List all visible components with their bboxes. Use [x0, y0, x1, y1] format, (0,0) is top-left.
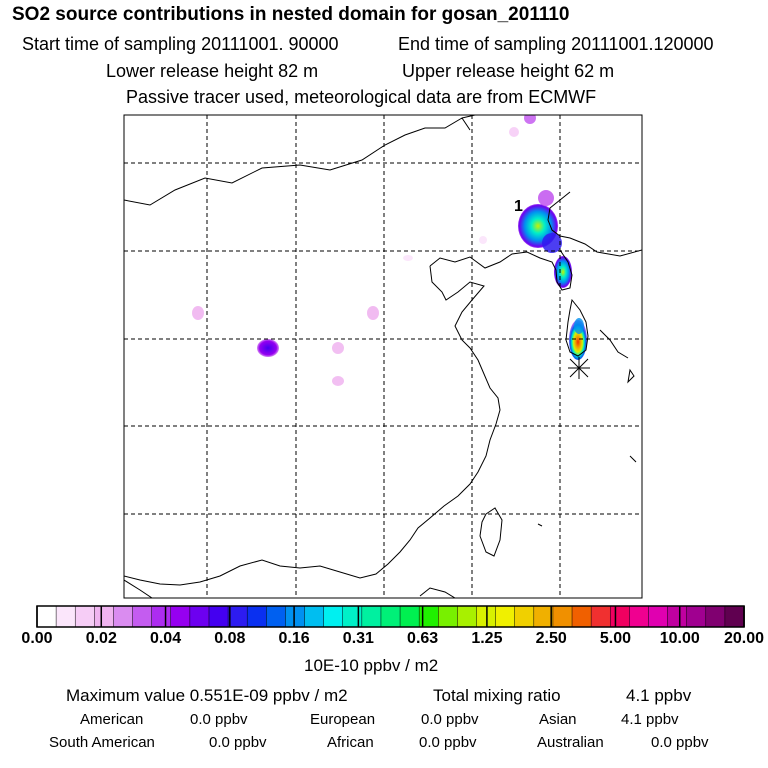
- region-south-american-name: South American: [49, 734, 155, 751]
- colorbar-tick-label: 0.02: [85, 630, 117, 647]
- colorbar-cell: [457, 605, 478, 628]
- colorbar-cell: [705, 605, 726, 628]
- colorbar-cell: [151, 605, 172, 628]
- colorbar-cell: [552, 605, 573, 628]
- colorbar-cell: [438, 605, 459, 628]
- faint-spot-7: [479, 236, 487, 244]
- region-australian-value: 0.0 ppbv: [651, 734, 709, 751]
- colorbar-cell: [629, 605, 650, 628]
- colorbar-cell: [227, 605, 248, 628]
- plume-north-tip: [538, 190, 554, 206]
- colorbar-tick-label: 0.16: [278, 630, 310, 647]
- lower-release-height: Lower release height 82 m: [106, 61, 319, 81]
- colorbar-unit: 10E-10 ppbv / m2: [304, 656, 439, 675]
- upper-release-height: Upper release height 62 m: [402, 61, 615, 81]
- faint-spot-1: [192, 306, 204, 320]
- colorbar-cell: [590, 605, 611, 628]
- colorbar-cell: [648, 605, 669, 628]
- map-title: SO2 source contributions in nested domai…: [12, 4, 570, 25]
- plume-korea: [554, 256, 572, 288]
- colorbar-cell: [36, 605, 57, 628]
- tracer-note: Passive tracer used, meteorological data…: [126, 87, 597, 107]
- plume-top: [524, 115, 536, 124]
- colorbar-tick-label: 1.25: [471, 630, 503, 647]
- region-european-value: 0.0 ppbv: [421, 711, 479, 728]
- colorbar-cell: [342, 605, 363, 628]
- colorbar-cell: [266, 605, 287, 628]
- colorbar-cells: [36, 605, 745, 628]
- colorbar-cell: [285, 605, 306, 628]
- total-mixing-ratio-label: Total mixing ratio: [433, 686, 561, 705]
- faint-spot-3: [332, 342, 344, 354]
- region-asian-name: Asian: [539, 711, 577, 728]
- end-time-label: End time of sampling 20111001.120000: [398, 34, 714, 54]
- colorbar-cell: [55, 605, 76, 628]
- colorbar-cell: [609, 605, 631, 628]
- colorbar-frame: [36, 605, 745, 628]
- colorbar-cell: [686, 605, 707, 628]
- colorbar-tick-label: 0.00: [21, 630, 53, 647]
- colorbar-tick-label: 0.31: [342, 630, 374, 647]
- concentration-plumes: [192, 115, 587, 386]
- maximum-value: Maximum value 0.551E-09 ppbv / m2: [66, 686, 348, 705]
- colorbar-cell: [132, 605, 153, 628]
- colorbar-cell: [113, 605, 134, 628]
- colorbar-cell: [495, 605, 516, 628]
- colorbar-cell: [724, 605, 745, 628]
- colorbar-cell: [399, 605, 420, 628]
- colorbar-cell: [514, 605, 535, 628]
- lat-lon-grid: [124, 115, 642, 598]
- plume-inland: [257, 339, 279, 357]
- region-european-name: European: [310, 711, 376, 728]
- colorbar-cell: [94, 605, 115, 628]
- colorbar-cell: [74, 605, 96, 628]
- colorbar-tick-label: 0.04: [149, 630, 182, 647]
- colorbar-cell: [304, 605, 325, 628]
- plume-mid: [542, 233, 562, 253]
- plume-hotspot-tip: [574, 318, 584, 334]
- region-asian-value: 4.1 ppbv: [621, 711, 679, 728]
- colorbar-cell: [667, 605, 688, 628]
- faint-spot-4: [332, 376, 344, 386]
- region-african-value: 0.0 ppbv: [419, 734, 477, 751]
- colorbar-tick-label: 20.00: [723, 630, 765, 647]
- region-south-american-value: 0.0 ppbv: [209, 734, 267, 751]
- region-american-value: 0.0 ppbv: [190, 711, 248, 728]
- receptor-marker: [568, 357, 590, 379]
- colorbar-cell: [361, 605, 382, 628]
- colorbar-cell: [571, 605, 592, 628]
- map-frame: [123, 114, 643, 599]
- colorbar-tick-label: 10.00: [659, 630, 700, 647]
- colorbar-tick-label: 5.00: [599, 630, 632, 647]
- colorbar-cell: [208, 605, 229, 628]
- colorbar-cell: [380, 605, 401, 628]
- faint-spot-5: [509, 127, 519, 137]
- start-time-label: Start time of sampling 20111001. 90000: [22, 34, 339, 54]
- faint-spot-2: [367, 306, 379, 320]
- colorbar-cell: [189, 605, 210, 628]
- region-australian-name: Australian: [537, 734, 604, 751]
- cluster-label: 1: [514, 198, 523, 215]
- colorbar-tick-label: 2.50: [535, 630, 567, 647]
- colorbar-tick-label: 0.63: [407, 630, 439, 647]
- colorbar-cell: [323, 605, 344, 628]
- colorbar-cell: [246, 605, 268, 628]
- colorbar-tick-label: 0.08: [214, 630, 246, 647]
- colorbar-cell: [170, 605, 191, 628]
- region-african-name: African: [327, 734, 374, 751]
- region-american-name: American: [80, 711, 144, 728]
- total-mixing-ratio-value: 4.1 ppbv: [626, 686, 692, 705]
- faint-spot-6: [403, 255, 413, 261]
